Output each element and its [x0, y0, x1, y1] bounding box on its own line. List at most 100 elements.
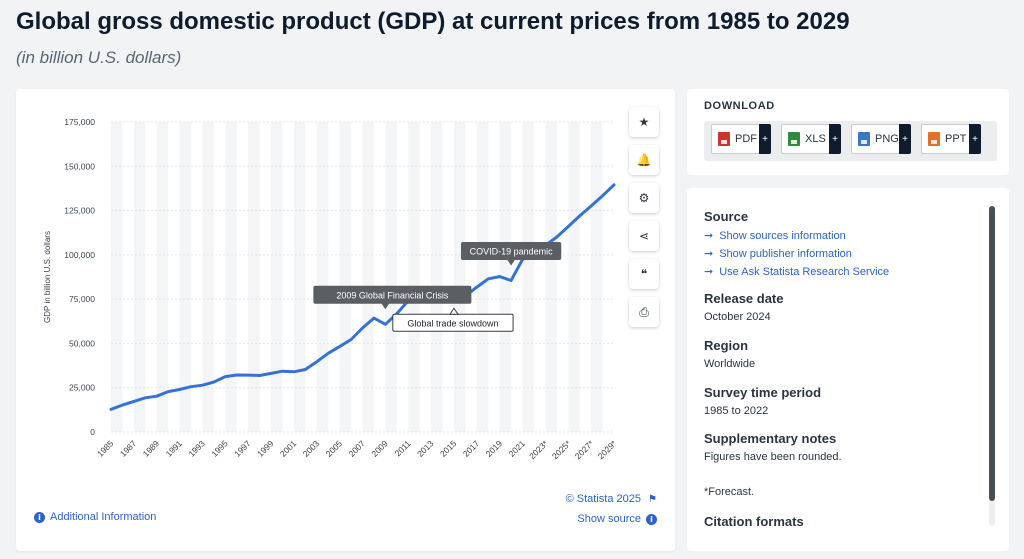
download-xls-button[interactable]: XLS + [781, 124, 841, 154]
quote-icon: ❝ [640, 267, 648, 281]
data-point[interactable] [304, 368, 307, 371]
y-tick-label: 150,000 [64, 161, 95, 171]
show-publisher-link[interactable]: ➞ Show publisher information [704, 247, 852, 260]
data-point[interactable] [132, 400, 136, 403]
favorite-button[interactable]: ★ [629, 107, 659, 137]
statista-credit[interactable]: © Statista 2025 ⚑ [566, 493, 657, 505]
data-point[interactable] [589, 204, 593, 208]
x-tick-label: 2003 [301, 438, 322, 459]
download-format-label: PNG [875, 133, 899, 145]
settings-button[interactable]: ⚙ [629, 183, 659, 213]
plus-icon[interactable]: + [829, 124, 841, 154]
data-point[interactable] [361, 326, 364, 330]
data-point[interactable] [338, 345, 341, 348]
year-band [293, 122, 306, 432]
print-button[interactable]: ⎙ [629, 297, 659, 327]
show-source-label[interactable]: Show source [577, 513, 641, 525]
year-band [568, 122, 580, 432]
y-tick-label: 100,000 [64, 250, 95, 260]
plus-icon[interactable]: + [899, 124, 911, 154]
data-point[interactable] [555, 235, 559, 239]
data-point[interactable] [155, 395, 158, 398]
data-point[interactable] [201, 384, 204, 387]
annotation-box [313, 285, 472, 304]
data-point[interactable] [258, 374, 261, 377]
download-pdf-button[interactable]: PDF + [711, 124, 771, 154]
survey-period-value: 1985 to 2022 [704, 405, 769, 417]
data-point[interactable] [178, 388, 181, 391]
data-point[interactable] [372, 316, 376, 320]
data-point[interactable] [224, 375, 227, 378]
page-title: Global gross domestic product (GDP) at c… [16, 8, 850, 35]
x-tick-label: 1991 [164, 438, 185, 459]
x-tick-label: 2001 [278, 438, 299, 459]
research-service-link[interactable]: ➞ Use Ask Statista Research Service [704, 265, 889, 278]
share-icon: ⋖ [638, 229, 650, 243]
citation-formats-heading: Citation formats [704, 514, 804, 529]
forecast-note: *Forecast. [704, 486, 755, 498]
year-band [156, 122, 169, 432]
year-band [545, 122, 557, 432]
chart-toolbar: ★ 🔔 ⚙ ⋖ ❝ ⎙ [629, 107, 659, 335]
data-point[interactable] [509, 279, 513, 282]
data-point[interactable] [315, 360, 318, 363]
year-band [111, 122, 123, 432]
research-service-label[interactable]: Use Ask Statista Research Service [719, 266, 890, 278]
show-source-link[interactable]: Show source i [577, 513, 657, 525]
year-band [225, 122, 237, 432]
additional-information-link[interactable]: i Additional Information [34, 511, 156, 523]
print-icon: ⎙ [639, 304, 649, 319]
data-point[interactable] [235, 373, 238, 377]
chart-annotations: 2009 Global Financial Crisis Global trade… [313, 242, 562, 332]
download-png-button[interactable]: PNG + [851, 124, 911, 154]
data-point[interactable] [281, 370, 284, 373]
data-point[interactable] [612, 183, 616, 187]
show-sources-label[interactable]: Show sources information [719, 230, 846, 242]
statista-credit-text[interactable]: © Statista 2025 [565, 493, 641, 505]
download-bar: PDF + XLS + PNG + PPT + [704, 121, 997, 161]
data-point[interactable] [166, 390, 170, 393]
data-point[interactable] [327, 352, 330, 355]
download-format-label: PPT [945, 133, 967, 145]
annotation-label: COVID-19 pandemic [470, 247, 554, 257]
scrollbar-thumb[interactable] [989, 206, 995, 501]
x-tick-label: 2021 [507, 438, 528, 459]
notification-button[interactable]: 🔔 [629, 145, 659, 175]
flag-icon: ⚑ [648, 494, 657, 505]
data-point[interactable] [578, 214, 581, 218]
download-ppt-button[interactable]: PPT + [921, 124, 981, 154]
cite-button[interactable]: ❝ [629, 259, 659, 289]
data-point[interactable] [121, 403, 124, 407]
x-tick-label: 2013 [415, 438, 436, 459]
y-tick-label: 75,000 [69, 294, 95, 304]
gear-icon: ⚙ [638, 191, 650, 205]
plus-icon[interactable]: + [759, 124, 771, 154]
data-point[interactable] [349, 338, 353, 341]
data-point[interactable] [292, 370, 296, 373]
plus-icon[interactable]: + [969, 124, 981, 154]
data-point[interactable] [269, 372, 273, 375]
data-point[interactable] [109, 408, 113, 411]
x-tick-label: 2029* [596, 438, 619, 461]
data-point[interactable] [189, 385, 193, 388]
data-point[interactable] [601, 194, 604, 197]
gdp-line-chart: 0 25,000 50,000 75,000 100,000 125,000 150,000… [43, 117, 619, 461]
year-band [202, 122, 214, 432]
y-tick-label: 25,000 [69, 383, 95, 393]
data-point[interactable] [246, 373, 250, 377]
x-tick-label: 2009 [369, 438, 390, 459]
x-tick-label: 1995 [209, 438, 230, 459]
data-point[interactable] [144, 396, 147, 400]
year-band [316, 122, 329, 432]
show-publisher-label[interactable]: Show publisher information [719, 248, 852, 260]
data-point[interactable] [498, 275, 501, 278]
data-point[interactable] [212, 380, 216, 384]
show-sources-link[interactable]: ➞ Show sources information [704, 229, 846, 242]
additional-information-label[interactable]: Additional Information [50, 511, 157, 523]
data-point[interactable] [384, 323, 387, 326]
xls-file-icon [788, 132, 800, 146]
data-point[interactable] [487, 277, 490, 280]
share-button[interactable]: ⋖ [629, 221, 659, 251]
data-point[interactable] [567, 225, 570, 228]
data-point[interactable] [475, 285, 479, 289]
